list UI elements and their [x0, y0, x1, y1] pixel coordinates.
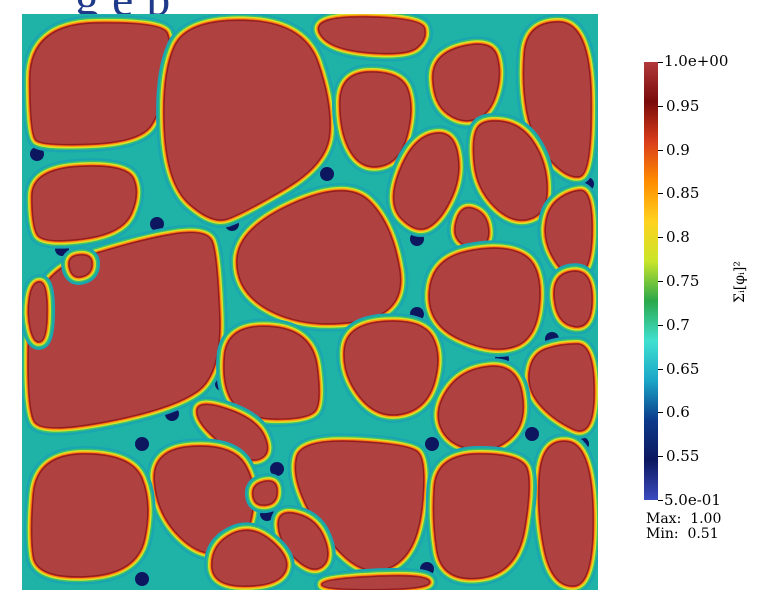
colorbar-axis-title: Σᵢ[φᵢ]² — [732, 261, 748, 303]
junction — [320, 167, 334, 181]
grain — [236, 190, 402, 325]
grain — [27, 281, 48, 343]
junction — [150, 217, 164, 231]
grains — [22, 14, 598, 590]
junction — [270, 462, 284, 476]
colorbar-tick-mark — [658, 193, 663, 195]
grain — [29, 22, 171, 146]
max-label: Max: — [646, 511, 682, 527]
colorbar-tick-label: 0.95 — [666, 96, 700, 115]
range-stats: Max: 1.00 Min: 0.51 — [646, 512, 721, 542]
colorbar-tick-mark — [658, 456, 663, 458]
grain — [31, 453, 149, 578]
grain — [528, 343, 595, 432]
colorbar-tick-mark — [658, 105, 663, 107]
grain — [211, 529, 288, 587]
colorbar-tick-mark — [658, 281, 663, 282]
colorbar-max-label: 1.0e+00 — [664, 52, 729, 70]
grain — [294, 440, 425, 572]
colorbar-tick-mark — [658, 324, 663, 326]
junction — [30, 147, 44, 161]
phase-field-image — [22, 14, 598, 590]
junction — [135, 572, 149, 586]
grain — [343, 320, 439, 416]
grain — [163, 19, 331, 221]
min-label: Min: — [646, 526, 679, 542]
junction — [425, 437, 439, 451]
grain — [321, 575, 431, 590]
grain — [153, 445, 255, 554]
max-value: 1.00 — [690, 511, 722, 527]
min-value: 0.51 — [687, 526, 719, 542]
grain — [523, 21, 592, 178]
colorbar-tick-label: 0.75 — [666, 272, 700, 290]
colorbar-tick-label: 0.7 — [666, 315, 690, 334]
colorbar-tick-label: 0.9 — [666, 140, 690, 159]
grain — [433, 453, 530, 580]
grain — [277, 512, 329, 570]
colorbar-tick-mark — [658, 237, 663, 239]
grain — [68, 254, 93, 278]
grain — [393, 132, 460, 230]
colorbar-tick-mark — [658, 412, 663, 414]
grain — [437, 365, 524, 451]
max-row: Max: 1.00 — [646, 512, 721, 527]
colorbar-tick-mark — [658, 368, 663, 370]
junction — [525, 427, 539, 441]
junction — [135, 437, 149, 451]
colorbar-tick-label: 0.65 — [666, 359, 700, 378]
colorbar-tick-label: 0.6 — [666, 403, 690, 422]
grain — [318, 16, 426, 55]
min-row: Min: 0.51 — [646, 527, 721, 542]
colorbar-tick-label: 0.55 — [666, 447, 700, 466]
colorbar-end-mark — [658, 500, 663, 501]
grain — [538, 440, 594, 587]
grain — [339, 71, 412, 168]
colorbar-tick-mark — [658, 149, 663, 151]
colorbar-min-label: 5.0e-01 — [664, 491, 721, 509]
colorbar — [644, 62, 658, 500]
grain — [252, 480, 278, 506]
grain — [432, 43, 500, 122]
grain — [553, 270, 593, 328]
colorbar-end-mark — [658, 62, 663, 63]
grain — [31, 165, 137, 242]
colorbar-tick-label: 0.85 — [666, 184, 700, 203]
colorbar-tick-label: 0.8 — [666, 228, 690, 247]
grain — [428, 247, 541, 350]
